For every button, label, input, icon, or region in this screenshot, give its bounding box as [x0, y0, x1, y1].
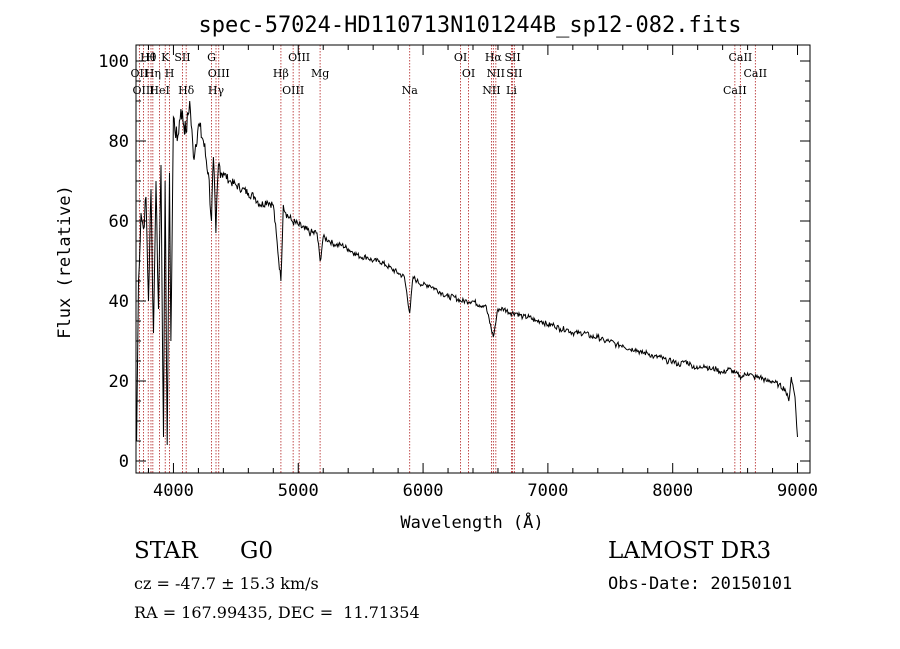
line-marker-label: OI	[462, 67, 475, 80]
line-marker-label: SII	[506, 67, 522, 80]
line-marker-label: OIII	[208, 67, 230, 80]
line-marker-label: SII	[174, 51, 190, 64]
object-subclass: G0	[240, 538, 274, 564]
chart-title: spec-57024-HD110713N101244B_sp12-082.fit…	[198, 13, 741, 38]
y-axis: 0 20 40 60 80 100	[98, 52, 810, 472]
line-marker-label: CaII	[729, 51, 753, 64]
coordinates: RA = 167.99435, DEC = 11.71354	[134, 603, 420, 622]
y-tick-label: 20	[109, 372, 129, 392]
x-tick-label: 7000	[527, 481, 568, 501]
line-marker-label: OIII	[282, 84, 304, 97]
line-marker-label: OII	[131, 67, 149, 80]
line-marker-label: Hδ	[178, 84, 195, 97]
line-marker-label: Mg	[311, 67, 329, 80]
object-class: STAR	[134, 538, 198, 564]
line-marker-label: Hη	[145, 67, 161, 80]
redshift-velocity: cz = -47.7 ± 15.3 km/s	[134, 574, 319, 593]
line-markers	[138, 45, 756, 473]
x-tick-label: 6000	[403, 481, 444, 501]
y-axis-label: Flux (relative)	[55, 185, 75, 339]
plot-frame	[135, 44, 811, 474]
x-tick-label: 8000	[652, 481, 693, 501]
line-marker-label: H	[165, 67, 175, 80]
line-marker-label: SII	[504, 51, 520, 64]
line-marker-label: H	[146, 51, 156, 64]
y-tick-label: 60	[109, 212, 129, 232]
line-marker-label: Na	[402, 84, 419, 97]
line-marker-label: Li	[506, 84, 517, 97]
x-axis-label: Wavelength (Å)	[400, 511, 543, 533]
y-tick-label: 40	[109, 292, 129, 312]
line-marker-label: OIII	[288, 51, 310, 64]
y-tick-label: 100	[98, 52, 129, 72]
observation-date: Obs-Date: 20150101	[608, 574, 793, 594]
line-marker-label: CaII	[743, 67, 767, 80]
line-marker-label: G	[207, 51, 216, 64]
x-tick-label: 5000	[278, 481, 319, 501]
line-marker-label: HeI	[149, 84, 169, 97]
survey-name: LAMOST DR3	[608, 538, 772, 564]
line-marker-label: K	[161, 51, 170, 64]
y-tick-label: 0	[119, 452, 129, 472]
line-marker-labels: HθOIIOIIIHHηHeIKHHδSIIOIIIHγGHβOIIIOIIIM…	[131, 51, 768, 97]
line-marker-label: OI	[454, 51, 467, 64]
line-marker-label: OIII	[132, 84, 154, 97]
spectrum-chart: HθOIIOIIIHHηHeIKHHδSIIOIIIHγGHβOIIIOIIIM…	[55, 13, 818, 533]
x-tick-label: 4000	[153, 481, 194, 501]
x-axis: 4000 5000 6000 7000 8000 9000	[147, 45, 818, 501]
x-tick-label: 9000	[777, 481, 818, 501]
line-marker-label: Hβ	[273, 67, 289, 80]
line-marker-label: Hγ	[208, 84, 225, 97]
line-marker-label: CaII	[723, 84, 747, 97]
spectrum-line	[136, 100, 798, 446]
line-marker-label: NII	[482, 84, 500, 97]
line-marker-label: Hα	[485, 51, 503, 64]
line-marker-label: NII	[487, 67, 505, 80]
y-tick-label: 80	[109, 132, 129, 152]
